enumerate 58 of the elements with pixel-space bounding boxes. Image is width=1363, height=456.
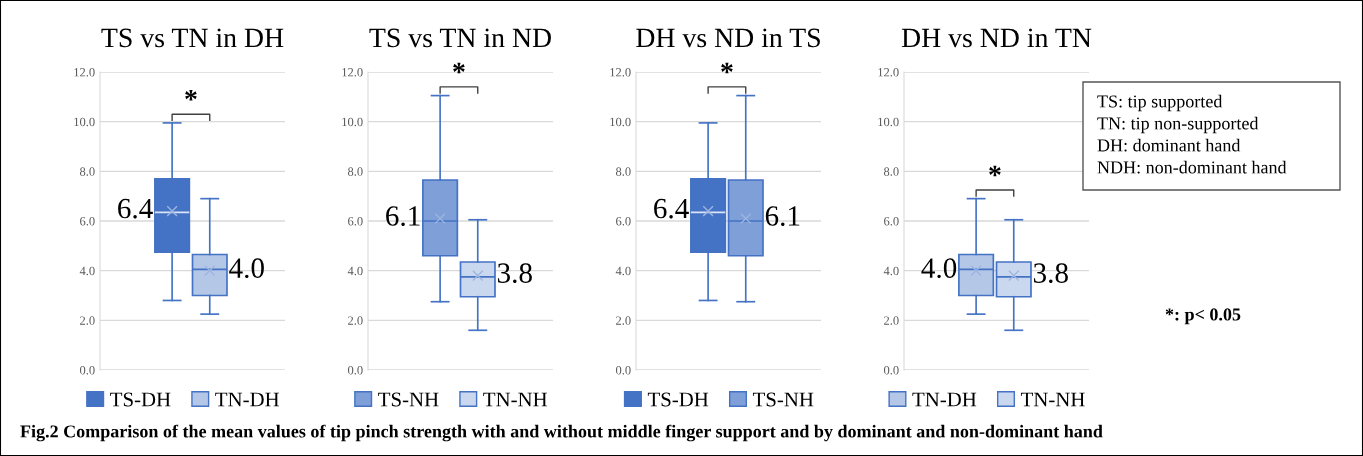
- y-tick-label: 6.0: [80, 217, 95, 226]
- y-tick-label: 2.0: [348, 316, 363, 325]
- y-tick-label: 8.0: [79, 167, 95, 176]
- legend-label: TS-DH: [110, 392, 171, 407]
- text: DH: dominant hand: [1097, 138, 1241, 152]
- y-tick-label: 0.0: [347, 366, 363, 375]
- text: *: p< 0.05: [1165, 308, 1241, 325]
- text: TN: tip non-supported: [1097, 116, 1259, 134]
- annotation: *: [721, 62, 733, 74]
- text: 6.1: [765, 206, 800, 226]
- text: 3.8: [497, 263, 532, 284]
- chart-title: TS vs TN in DH: [101, 28, 284, 48]
- legend-label: TN-DH: [215, 392, 280, 407]
- y-tick-label: 2.0: [616, 316, 631, 325]
- y-tick-label: 12.0: [74, 68, 95, 77]
- y-tick-label: 4.0: [615, 266, 631, 276]
- legend-label: TN-DH: [912, 392, 977, 407]
- text: 3.8: [1033, 263, 1068, 284]
- chart-title: DH vs ND in TS: [636, 28, 820, 48]
- text: 4.0: [921, 258, 957, 279]
- text: 6.4: [654, 198, 689, 219]
- annotation: *: [185, 89, 197, 101]
- text: 4.0: [229, 258, 264, 279]
- annotation: *: [989, 165, 1001, 177]
- y-tick-label: 8.0: [347, 167, 363, 176]
- legend-label: TS-DH: [647, 392, 709, 407]
- y-tick-label: 10.0: [74, 117, 95, 127]
- y-tick-label: 10.0: [878, 117, 899, 127]
- y-tick-label: 8.0: [615, 167, 631, 176]
- y-tick-label: 2.0: [884, 316, 899, 325]
- y-tick-label: 0.0: [615, 366, 631, 375]
- chart-title: TS vs TN in ND: [369, 28, 551, 48]
- y-tick-label: 6.0: [884, 217, 899, 226]
- legend-label: TN-NH: [483, 392, 548, 407]
- y-tick-label: 4.0: [79, 266, 95, 276]
- y-tick-label: 4.0: [347, 266, 363, 276]
- text: 6.4: [118, 198, 153, 219]
- caption: Fig.2 Comparison of the mean values of tip pinch strength with and without middle finger support and by dominant and non-dominant hand: [20, 424, 1103, 442]
- legend-label: TS-NH: [752, 392, 814, 407]
- y-tick-label: 10.0: [342, 117, 363, 127]
- y-tick-label: 12.0: [342, 68, 363, 77]
- annotation: *: [453, 62, 465, 74]
- y-tick-label: 10.0: [610, 117, 631, 127]
- y-tick-label: 2.0: [80, 316, 95, 325]
- y-tick-label: 12.0: [610, 68, 631, 77]
- legend-label: TN-NH: [1020, 392, 1085, 407]
- y-tick-label: 0.0: [79, 366, 95, 375]
- y-tick-label: 8.0: [883, 167, 899, 176]
- legend-label: TS-NH: [378, 392, 439, 407]
- text: 6.1: [386, 206, 420, 226]
- text: NDH: non-dominant hand: [1097, 160, 1287, 174]
- y-tick-label: 4.0: [883, 266, 899, 276]
- y-tick-label: 0.0: [883, 366, 899, 375]
- y-tick-label: 6.0: [616, 217, 631, 226]
- chart-title: DH vs ND in TN: [901, 28, 1092, 48]
- text: TS: tip supported: [1097, 94, 1223, 112]
- y-tick-label: 6.0: [348, 217, 363, 226]
- y-tick-label: 12.0: [878, 68, 899, 77]
